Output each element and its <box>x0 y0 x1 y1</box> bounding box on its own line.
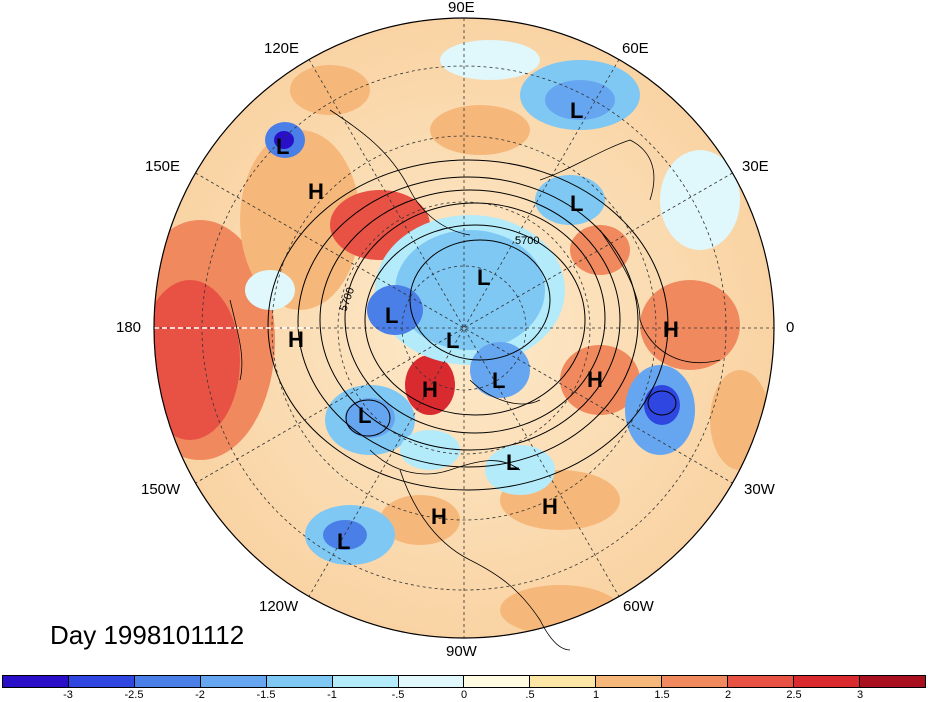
colorbar-swatch <box>398 676 465 687</box>
colorbar <box>2 675 926 688</box>
lon-label-60e: 60E <box>622 40 649 57</box>
colorbar-swatch <box>662 676 729 687</box>
lon-label-30e: 30E <box>742 158 769 175</box>
pressure-center: H <box>422 377 438 402</box>
lon-label-150e: 150E <box>145 158 181 175</box>
colorbar-tick-label: 3 <box>856 689 864 701</box>
pressure-center: L <box>276 134 289 159</box>
colorbar-swatch <box>728 676 795 687</box>
lon-label-150w: 150W <box>141 481 181 498</box>
pressure-center: H <box>587 367 603 392</box>
colorbar-tick-label: -1.5 <box>256 689 276 701</box>
colorbar-tick-label: .5 <box>525 689 535 701</box>
colorbar-swatch <box>200 676 267 687</box>
pressure-centers: L L H L L L L H H H H L L L H H L <box>276 98 679 554</box>
lon-label-180: 180 <box>116 319 142 336</box>
colorbar-swatch <box>464 676 531 687</box>
colorbar-tick-label: 2.5 <box>786 689 802 701</box>
page-title: Day 1998101112 <box>50 620 245 650</box>
colorbar-tick-label: -2 <box>195 689 205 701</box>
colorbar-tick-label: -2.5 <box>124 689 144 701</box>
pressure-center: H <box>663 317 679 342</box>
lon-label-120w: 120W <box>259 598 299 615</box>
pressure-center: L <box>570 191 583 216</box>
colorbar-tick-label: -1 <box>327 689 337 701</box>
pressure-center: L <box>492 368 505 393</box>
pressure-center: L <box>358 403 371 428</box>
lon-label-0: 0 <box>786 319 795 336</box>
map-border <box>153 17 775 639</box>
pressure-center: L <box>477 265 490 290</box>
height-contours <box>267 159 677 491</box>
colorbar-swatch <box>596 676 663 687</box>
pressure-center: H <box>288 327 304 352</box>
colorbar-tick-label: 1 <box>592 689 600 701</box>
colorbar-swatch <box>859 676 925 687</box>
lon-label-60w: 60W <box>623 598 654 615</box>
pressure-center: H <box>308 179 324 204</box>
colorbar-swatch <box>3 676 69 687</box>
pressure-center: H <box>542 494 558 519</box>
anomaly-field <box>154 18 774 638</box>
colorbar-tick-label: 1.5 <box>654 689 670 701</box>
colorbar-swatch <box>794 676 860 687</box>
colorbar-swatch <box>332 676 399 687</box>
colorbar-swatch <box>530 676 597 687</box>
coastlines <box>229 109 721 651</box>
colorbar-tick-label: 2 <box>724 689 732 701</box>
pressure-center: L <box>337 529 350 554</box>
pressure-center: L <box>446 328 459 353</box>
pressure-center: H <box>431 504 447 529</box>
lon-label-120e: 120E <box>264 40 300 57</box>
pressure-center: L <box>570 98 583 123</box>
colorbar-swatch <box>134 676 201 687</box>
colorbar-tick-label: -.5 <box>391 689 405 701</box>
lon-label-90e: 90E <box>448 0 475 16</box>
colorbar-swatch <box>68 676 135 687</box>
lon-label-90w: 90W <box>446 643 477 660</box>
contour-label: 5700 <box>515 235 539 247</box>
colorbar-tick-label: 0 <box>460 689 468 701</box>
colorbar-swatch <box>266 676 333 687</box>
pressure-center: L <box>385 303 398 328</box>
lon-label-30w: 30W <box>744 481 775 498</box>
colorbar-tick-label: -3 <box>63 689 73 701</box>
pressure-center: L <box>506 450 519 475</box>
